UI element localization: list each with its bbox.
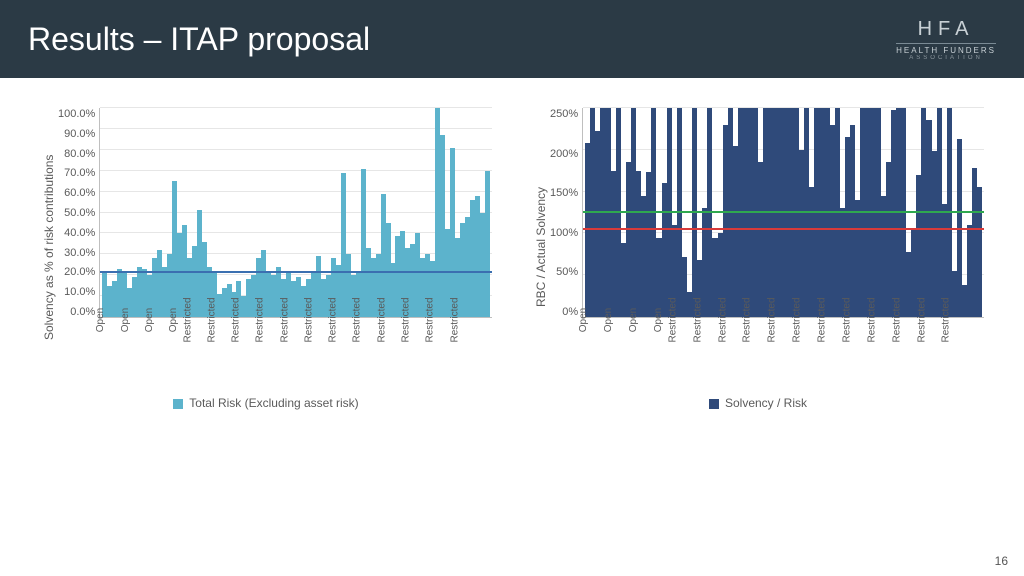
- left-reference-line: [100, 271, 492, 273]
- right-chart-panel: RBC / Actual Solvency 250%200%150%100%50…: [532, 108, 984, 410]
- logo-hfa: HFA: [896, 18, 996, 44]
- logo-line1: HEALTH FUNDERS: [896, 46, 996, 55]
- right-ylabel: RBC / Actual Solvency: [532, 108, 550, 386]
- left-legend-text: Total Risk (Excluding asset risk): [189, 396, 358, 410]
- left-chart-panel: Solvency as % of risk contributions 100.…: [40, 108, 492, 410]
- left-ylabel: Solvency as % of risk contributions: [40, 108, 58, 386]
- left-yaxis: 100.0%90.0%80.0%70.0%60.0%50.0%40.0%30.0…: [58, 108, 99, 318]
- right-legend-text: Solvency / Risk: [725, 396, 807, 410]
- right-legend: Solvency / Risk: [532, 396, 984, 410]
- slide-header: Results – ITAP proposal HFA HEALTH FUNDE…: [0, 0, 1024, 78]
- left-legend-swatch: [173, 399, 183, 409]
- right-legend-swatch: [709, 399, 719, 409]
- left-xaxis: OpenOpenOpenOpenRestrictedRestrictedRest…: [99, 318, 492, 386]
- right-yaxis: 250%200%150%100%50%0%: [550, 108, 582, 318]
- content-area: Solvency as % of risk contributions 100.…: [0, 78, 1024, 410]
- left-bars: [100, 108, 492, 317]
- right-bars: [583, 108, 984, 317]
- right-reference-line: [583, 211, 984, 213]
- right-reference-line: [583, 228, 984, 230]
- left-legend: Total Risk (Excluding asset risk): [40, 396, 492, 410]
- logo-line2: ASSOCIATION: [896, 55, 996, 61]
- page-number: 16: [995, 554, 1008, 568]
- bar: [977, 187, 982, 317]
- hfa-logo: HFA HEALTH FUNDERS ASSOCIATION: [896, 18, 996, 61]
- slide-title: Results – ITAP proposal: [28, 21, 370, 58]
- right-plot: [582, 108, 984, 318]
- left-plot: [99, 108, 492, 318]
- right-xaxis: OpenOpenOpenOpenRestrictedRestrictedRest…: [582, 318, 984, 386]
- bar: [485, 171, 490, 317]
